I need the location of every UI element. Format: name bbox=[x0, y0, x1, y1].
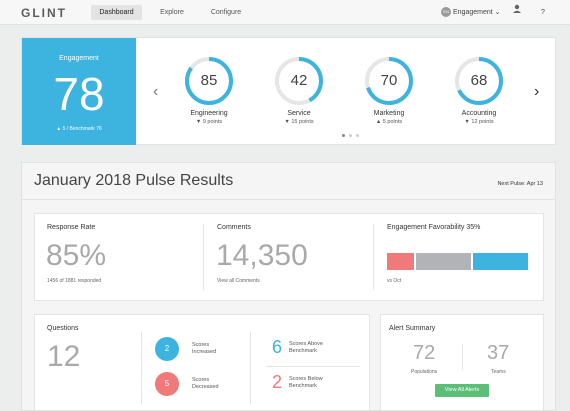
response-rate-title: Response Rate bbox=[47, 224, 96, 231]
questions-card bbox=[34, 314, 370, 411]
score-ring-icon bbox=[275, 57, 323, 105]
divider bbox=[373, 224, 374, 290]
carousel-dot[interactable] bbox=[349, 134, 352, 137]
scores-below-count[interactable]: 2 bbox=[272, 372, 283, 392]
ring-value: 85 bbox=[200, 72, 218, 89]
teams-value: 37 bbox=[487, 342, 510, 364]
view-comments-link[interactable]: View all Comments bbox=[217, 278, 260, 284]
top-nav: GLINT Dashboard Explore Configure EN Eng… bbox=[0, 0, 570, 25]
response-rate-detail: 1456 of 1881 responded bbox=[47, 278, 102, 284]
engagement-summary[interactable]: Engagement 78 ▲ 5 / Benchmark 76 bbox=[22, 38, 136, 145]
engagement-score: 78 bbox=[53, 68, 105, 120]
score-arc bbox=[185, 57, 233, 105]
comments-title: Comments bbox=[217, 224, 251, 231]
chevron-down-icon: ⌄ bbox=[494, 9, 501, 16]
favorability-segment[interactable] bbox=[473, 253, 528, 270]
next-pulse: Next Pulse: Apr 13 bbox=[497, 181, 543, 187]
engagement-dropdown-label: Engagement bbox=[453, 9, 493, 16]
response-rate-value: 85% bbox=[46, 239, 107, 272]
page-title: January 2018 Pulse Results bbox=[34, 172, 234, 189]
favorability-bar[interactable] bbox=[387, 253, 530, 270]
favorability-segment[interactable] bbox=[416, 253, 471, 270]
engagement-dropdown[interactable]: Engagement ⌄ bbox=[453, 5, 501, 20]
ring-engineering[interactable]: 85 bbox=[184, 56, 234, 106]
score-arc bbox=[365, 57, 413, 105]
avatar[interactable]: EN bbox=[441, 7, 451, 17]
help-icon[interactable]: ? bbox=[541, 9, 545, 16]
questions-title: Questions bbox=[47, 325, 79, 332]
dept-change: ▼ 15 points bbox=[284, 119, 314, 125]
score-ring-icon bbox=[365, 57, 413, 105]
ring-marketing[interactable]: 70 bbox=[364, 56, 414, 106]
ring-value: 42 bbox=[290, 72, 308, 89]
populations-label: Populations bbox=[411, 369, 438, 375]
chevron-left-icon[interactable]: ‹ bbox=[153, 83, 159, 100]
dept-name: Accounting bbox=[461, 110, 497, 117]
ring-value: 70 bbox=[380, 72, 398, 89]
populations-value: 72 bbox=[413, 342, 436, 364]
divider bbox=[141, 332, 142, 404]
view-all-alerts-button[interactable]: View All Alerts bbox=[435, 384, 489, 397]
dept-change: ▼ 12 points bbox=[464, 119, 494, 125]
score-arc bbox=[275, 57, 323, 105]
scores-above-count[interactable]: 6 bbox=[272, 337, 283, 357]
score-ring-icon bbox=[185, 57, 233, 105]
score-ring-icon bbox=[455, 57, 503, 105]
divider bbox=[250, 332, 251, 404]
tab-explore[interactable]: Explore bbox=[160, 9, 184, 16]
dept-name: Engineering bbox=[190, 110, 228, 117]
glint-logo[interactable]: GLINT bbox=[21, 6, 67, 20]
scores-increased-label: Scores Increased bbox=[192, 342, 217, 355]
dept-change: ▲ 5 points bbox=[375, 119, 403, 125]
chevron-right-icon[interactable]: › bbox=[534, 83, 540, 100]
scores-above-label: Scores Above Benchmark bbox=[289, 341, 323, 354]
scores-decreased-badge[interactable]: 5 bbox=[155, 372, 179, 396]
favorability-segment[interactable] bbox=[387, 253, 414, 270]
user-icon[interactable] bbox=[513, 4, 521, 20]
divider bbox=[203, 224, 204, 290]
engagement-benchmark: ▲ 5 / Benchmark 76 bbox=[56, 126, 102, 132]
tab-configure[interactable]: Configure bbox=[210, 9, 242, 16]
divider bbox=[462, 344, 463, 370]
ring-value: 68 bbox=[470, 72, 488, 89]
favorability-title: Engagement Favorability 35% bbox=[387, 224, 481, 231]
dept-name: Service bbox=[287, 110, 311, 117]
dept-change: ▼ 9 points bbox=[195, 119, 223, 125]
engagement-card: Engagement 78 ▲ 5 / Benchmark 76 ‹ › 85 … bbox=[21, 37, 556, 145]
alert-summary-title: Alert Summary bbox=[389, 325, 436, 332]
dept-name: Marketing bbox=[373, 110, 405, 117]
carousel-dot[interactable] bbox=[356, 134, 359, 137]
scores-increased-badge[interactable]: 2 bbox=[155, 337, 179, 361]
ring-accounting[interactable]: 68 bbox=[454, 56, 504, 106]
questions-value: 12 bbox=[47, 340, 81, 373]
divider bbox=[266, 366, 360, 367]
engagement-title: Engagement bbox=[59, 55, 99, 62]
tab-dashboard[interactable]: Dashboard bbox=[91, 5, 142, 20]
comments-value: 14,350 bbox=[216, 239, 308, 272]
ring-service[interactable]: 42 bbox=[274, 56, 324, 106]
carousel-dot[interactable] bbox=[342, 134, 345, 137]
teams-label: Teams bbox=[491, 369, 506, 375]
scores-below-label: Scores Below Benchmark bbox=[289, 376, 323, 389]
scores-decreased-label: Scores Decreased bbox=[192, 377, 219, 390]
divider bbox=[21, 199, 556, 200]
compare-label: vs Oct bbox=[387, 278, 402, 284]
score-arc bbox=[455, 57, 503, 105]
